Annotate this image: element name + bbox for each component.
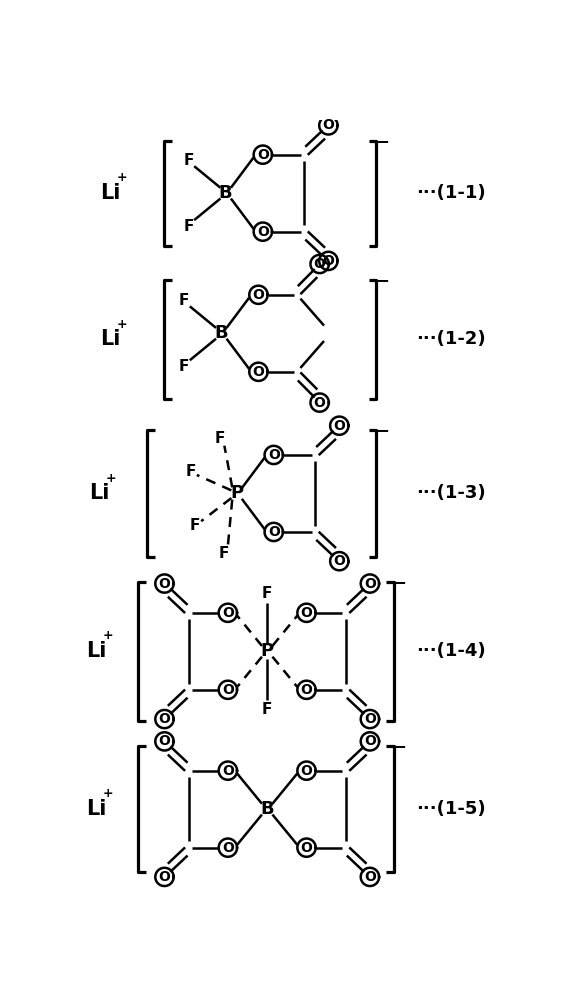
- Text: O: O: [268, 448, 280, 462]
- Text: F: F: [179, 359, 190, 374]
- Text: O: O: [301, 683, 312, 697]
- Text: O: O: [301, 764, 312, 778]
- Text: O: O: [301, 841, 312, 855]
- Text: O: O: [364, 734, 376, 748]
- Text: O: O: [158, 870, 170, 884]
- Text: F: F: [262, 702, 272, 717]
- Text: O: O: [364, 577, 376, 591]
- Text: +: +: [106, 472, 116, 485]
- Text: +: +: [103, 787, 113, 800]
- Text: −: −: [374, 132, 389, 150]
- Text: Li: Li: [100, 183, 120, 203]
- Text: F: F: [262, 586, 272, 601]
- Text: −: −: [392, 573, 406, 591]
- Text: ···(1-5): ···(1-5): [416, 800, 486, 818]
- Text: +: +: [117, 171, 127, 184]
- Text: F: F: [183, 219, 193, 234]
- Text: −: −: [392, 737, 406, 755]
- Text: ···(1-4): ···(1-4): [416, 642, 486, 660]
- Text: B: B: [219, 184, 232, 202]
- Text: B: B: [214, 324, 228, 342]
- Text: B: B: [261, 800, 274, 818]
- Text: ···(1-3): ···(1-3): [416, 484, 486, 502]
- Text: O: O: [158, 712, 170, 726]
- Text: O: O: [314, 257, 325, 271]
- Text: ···(1-1): ···(1-1): [416, 184, 486, 202]
- Text: F: F: [179, 293, 190, 308]
- Text: O: O: [253, 288, 265, 302]
- Text: P: P: [261, 642, 274, 660]
- Text: O: O: [222, 683, 234, 697]
- Text: O: O: [364, 712, 376, 726]
- Text: −: −: [374, 271, 389, 289]
- Text: Li: Li: [89, 483, 109, 503]
- Text: F: F: [215, 431, 225, 446]
- Text: Li: Li: [86, 799, 106, 819]
- Text: F: F: [186, 464, 196, 479]
- Text: O: O: [257, 148, 269, 162]
- Text: Li: Li: [86, 641, 106, 661]
- Text: O: O: [253, 365, 265, 379]
- Text: O: O: [257, 225, 269, 239]
- Text: O: O: [314, 396, 325, 410]
- Text: O: O: [364, 870, 376, 884]
- Text: O: O: [158, 734, 170, 748]
- Text: O: O: [323, 118, 334, 132]
- Text: Li: Li: [100, 329, 120, 349]
- Text: F: F: [190, 518, 200, 533]
- Text: −: −: [374, 421, 389, 439]
- Text: O: O: [158, 577, 170, 591]
- Text: O: O: [222, 606, 234, 620]
- Text: +: +: [117, 318, 127, 331]
- Text: P: P: [230, 484, 243, 502]
- Text: O: O: [222, 841, 234, 855]
- Text: O: O: [333, 419, 345, 433]
- Text: ···(1-2): ···(1-2): [416, 330, 486, 348]
- Text: O: O: [222, 764, 234, 778]
- Text: +: +: [103, 629, 113, 642]
- Text: O: O: [333, 554, 345, 568]
- Text: F: F: [218, 546, 228, 561]
- Text: O: O: [301, 606, 312, 620]
- Text: F: F: [183, 153, 193, 168]
- Text: O: O: [323, 254, 334, 268]
- Text: O: O: [268, 525, 280, 539]
